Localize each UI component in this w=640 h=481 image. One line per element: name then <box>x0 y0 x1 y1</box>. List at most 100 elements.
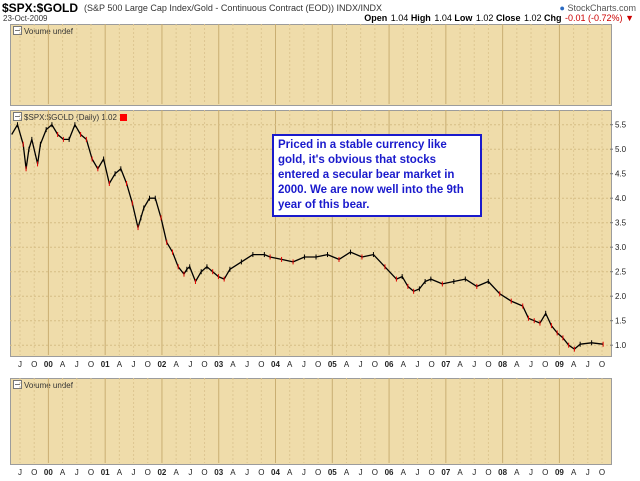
x-tick-label-bottom: A <box>457 468 463 477</box>
x-tick-label-bottom: A <box>571 468 577 477</box>
open-value: 1.04 <box>390 13 409 23</box>
x-tick-label-bottom: J <box>529 468 533 477</box>
x-tick-label-bottom: 07 <box>441 468 450 477</box>
y-tick-label: 3.0 <box>615 243 627 252</box>
x-tick-label-bottom: J <box>359 468 363 477</box>
x-tick-label-bottom: 00 <box>44 468 53 477</box>
x-tick-label: J <box>415 360 419 369</box>
x-tick-label: 05 <box>328 360 337 369</box>
x-tick-label-bottom: 03 <box>214 468 223 477</box>
x-tick-label: J <box>586 360 590 369</box>
x-tick-label-bottom: J <box>302 468 306 477</box>
top-volume-panel: Volume undef <box>10 24 612 106</box>
x-tick-label-bottom: O <box>485 468 491 477</box>
chart-date: 23-Oct-2009 <box>3 14 48 23</box>
x-tick-label-bottom: A <box>60 468 66 477</box>
high-value: 1.04 <box>434 13 452 23</box>
x-tick-label: A <box>173 360 179 369</box>
x-tick-label: J <box>245 360 249 369</box>
x-tick-label-bottom: 02 <box>157 468 166 477</box>
y-tick-label: 1.0 <box>615 341 627 350</box>
panel-collapse-icon[interactable] <box>13 380 22 389</box>
x-tick-label: 08 <box>498 360 507 369</box>
y-tick-label: 5.0 <box>615 145 627 154</box>
x-tick-label-bottom: O <box>429 468 435 477</box>
panel-collapse-icon[interactable] <box>13 112 22 121</box>
x-tick-label: A <box>230 360 236 369</box>
x-tick-label: O <box>372 360 378 369</box>
x-tick-label-bottom: A <box>287 468 293 477</box>
x-tick-label: O <box>315 360 321 369</box>
x-tick-label: A <box>287 360 293 369</box>
ohlc-readout: Open 1.04 High 1.04 Low 1.02 Close 1.02 … <box>364 13 634 23</box>
x-tick-label: 09 <box>555 360 564 369</box>
y-tick-label: 4.5 <box>615 170 627 179</box>
x-tick-label-bottom: A <box>230 468 236 477</box>
x-tick-label-bottom: J <box>472 468 476 477</box>
x-tick-label-bottom: J <box>132 468 136 477</box>
y-tick-label: 2.0 <box>615 292 627 301</box>
x-tick-label-bottom: J <box>415 468 419 477</box>
x-tick-label: O <box>258 360 264 369</box>
x-tick-label-bottom: J <box>188 468 192 477</box>
x-tick-label: A <box>571 360 577 369</box>
x-tick-label: O <box>31 360 37 369</box>
x-tick-label: O <box>599 360 605 369</box>
annotation-box: Priced in a stable currency like gold, i… <box>272 134 482 217</box>
x-tick-label-bottom: J <box>18 468 22 477</box>
panel-collapse-icon[interactable] <box>13 26 22 35</box>
bottom-volume-panel: Volume undef <box>10 378 612 465</box>
x-tick-label: A <box>344 360 350 369</box>
x-tick-label: 07 <box>441 360 450 369</box>
close-label: Close <box>495 13 521 23</box>
x-tick-label: J <box>359 360 363 369</box>
chg-value: -0.01 (-0.72%) <box>565 13 623 23</box>
x-tick-label-bottom: A <box>514 468 520 477</box>
y-tick-label: 5.5 <box>615 121 627 130</box>
main-panel-label: $SPX:$GOLD (Daily) 1.02 <box>13 112 127 122</box>
x-tick-label-bottom: 08 <box>498 468 507 477</box>
x-tick-label-bottom: O <box>31 468 37 477</box>
x-tick-label-bottom: A <box>344 468 350 477</box>
x-tick-label-bottom: 04 <box>271 468 280 477</box>
x-tick-label: J <box>132 360 136 369</box>
x-tick-label-bottom: J <box>75 468 79 477</box>
y-tick-label: 2.5 <box>615 268 627 277</box>
down-triangle-icon: ▼ <box>625 13 634 23</box>
x-tick-label-bottom: A <box>401 468 407 477</box>
x-tick-label: A <box>401 360 407 369</box>
x-tick-label-bottom: O <box>315 468 321 477</box>
x-tick-label: 06 <box>385 360 394 369</box>
x-tick-label: A <box>117 360 123 369</box>
x-tick-label: 04 <box>271 360 280 369</box>
x-tick-label: J <box>302 360 306 369</box>
x-tick-label: J <box>529 360 533 369</box>
x-tick-label: J <box>188 360 192 369</box>
x-tick-label-bottom: J <box>245 468 249 477</box>
symbol-description: (S&P 500 Large Cap Index/Gold - Continuo… <box>84 3 382 13</box>
x-tick-label: O <box>542 360 548 369</box>
x-tick-label: J <box>75 360 79 369</box>
open-label: Open <box>364 13 388 23</box>
x-tick-label-bottom: 01 <box>101 468 110 477</box>
symbol-title: $SPX:$GOLD <box>2 1 79 15</box>
x-tick-label-bottom: O <box>88 468 94 477</box>
price-series-line <box>11 124 604 350</box>
x-tick-label: 00 <box>44 360 53 369</box>
x-tick-label: O <box>485 360 491 369</box>
brand-logo[interactable]: ● StockCharts.com <box>560 3 636 13</box>
x-tick-label: J <box>18 360 22 369</box>
x-tick-label-bottom: O <box>145 468 151 477</box>
x-tick-label-bottom: O <box>258 468 264 477</box>
x-tick-label: A <box>514 360 520 369</box>
y-tick-label: 3.5 <box>615 219 627 228</box>
chg-label: Chg <box>544 13 562 23</box>
x-tick-label-bottom: O <box>599 468 605 477</box>
x-tick-label-bottom: O <box>542 468 548 477</box>
x-tick-label-bottom: A <box>117 468 123 477</box>
x-tick-label-bottom: O <box>372 468 378 477</box>
y-tick-label: 1.5 <box>615 317 627 326</box>
low-value: 1.02 <box>475 13 494 23</box>
close-value: 1.02 <box>523 13 542 23</box>
x-tick-label: A <box>60 360 66 369</box>
